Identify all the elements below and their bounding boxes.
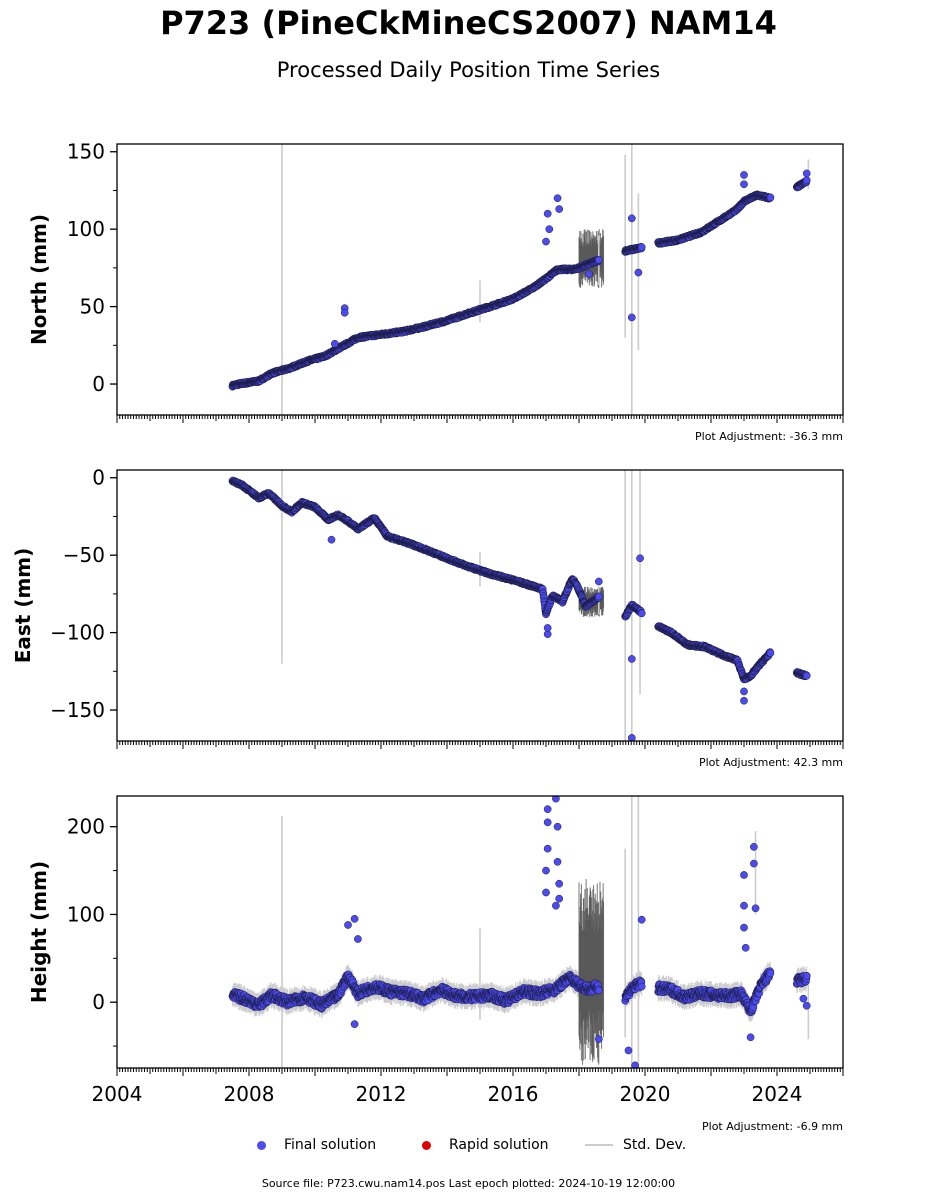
panel-1: 0 50 100 150 North (mm) Plot Adjustment: -36.… [27,140,844,443]
data-point [555,205,564,213]
data-point [740,180,748,189]
y-tick-label: 100 [67,217,105,241]
plot-frame [116,143,844,416]
y-tick-label: 0 [92,372,105,396]
data-point [627,214,636,223]
data-point [634,268,643,277]
chart-subtitle: Processed Daily Position Time Series [276,58,661,82]
plot-adjustment-label: Plot Adjustment: -36.3 mm [695,430,843,443]
plot-area [228,144,811,415]
data-point [340,308,349,317]
data-point [585,270,593,278]
y-axis-label: North (mm) [27,214,51,345]
data-point [553,194,562,203]
data-point [542,237,550,246]
data-point [627,313,636,322]
data-point [802,176,811,185]
y-tick-label: 50 [80,295,105,319]
data-point [766,193,775,202]
data-point [545,225,554,234]
data-point [740,171,748,179]
data-point [594,256,603,264]
y-tick-label: 150 [67,140,105,164]
data-point [802,169,811,178]
data-point [330,339,339,348]
chart-title: P723 (PineCkMineCS2007) NAM14 [160,4,777,42]
data-point [637,243,646,251]
plot-area [228,470,811,741]
data-point [543,209,552,218]
